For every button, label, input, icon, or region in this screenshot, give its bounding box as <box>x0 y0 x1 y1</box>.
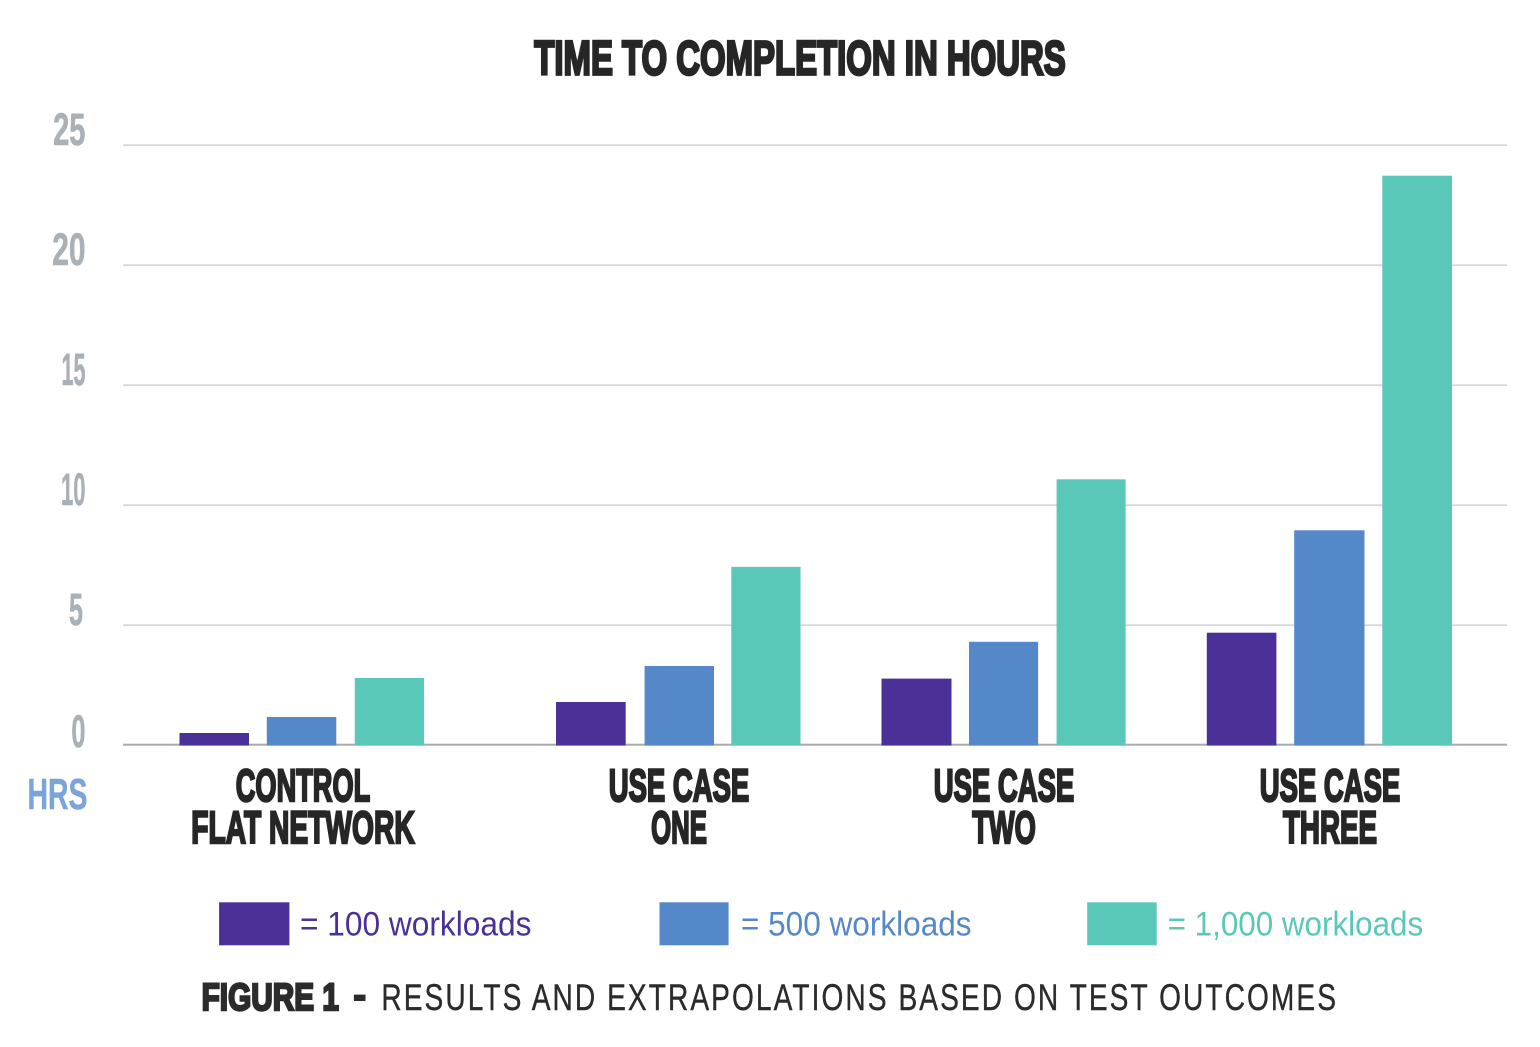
svg-text:TIME TO COMPLETION IN HOURS: TIME TO COMPLETION IN HOURS <box>534 31 1065 85</box>
svg-text:= 1,000 workloads: = 1,000 workloads <box>1168 906 1424 944</box>
svg-text:CONTROL: CONTROL <box>236 760 370 811</box>
svg-text:RESULTS AND EXTRAPOLATIONS BAS: RESULTS AND EXTRAPOLATIONS BASED ON TEST… <box>381 977 1336 1019</box>
svg-text:TWO: TWO <box>972 802 1036 853</box>
svg-text:0: 0 <box>71 706 85 757</box>
svg-text:USE CASE: USE CASE <box>1260 760 1401 811</box>
svg-text:HRS: HRS <box>28 770 88 819</box>
svg-text:THREE: THREE <box>1283 802 1377 853</box>
svg-text:FIGURE 1: FIGURE 1 <box>202 977 339 1019</box>
svg-text:FLAT NETWORK: FLAT NETWORK <box>191 802 415 853</box>
svg-text:25: 25 <box>53 104 85 155</box>
svg-text:15: 15 <box>62 344 86 395</box>
svg-text:USE CASE: USE CASE <box>609 760 750 811</box>
svg-text:5: 5 <box>69 584 83 635</box>
svg-text:= 100 workloads: = 100 workloads <box>300 906 531 944</box>
svg-text:ONE: ONE <box>651 802 707 853</box>
svg-text:USE CASE: USE CASE <box>934 760 1075 811</box>
svg-text:10: 10 <box>61 464 86 515</box>
svg-text:20: 20 <box>52 224 85 275</box>
svg-text:= 500 workloads: = 500 workloads <box>741 906 972 944</box>
